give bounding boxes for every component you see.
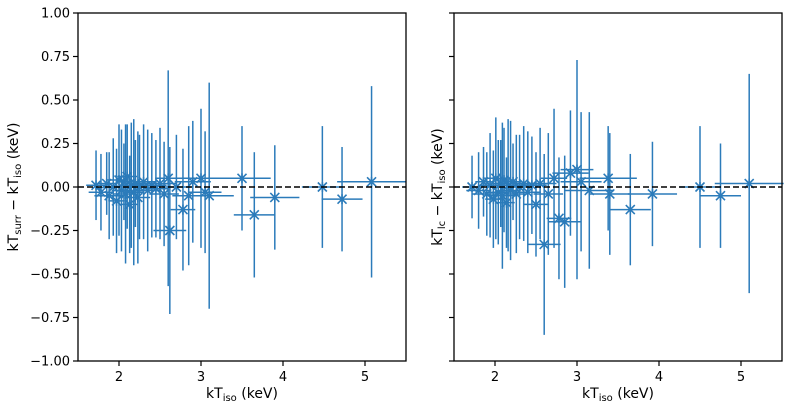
left-data-point xyxy=(108,148,125,254)
left-star-marker xyxy=(90,180,102,191)
left-star-marker xyxy=(159,188,170,200)
right-panel: 2 3 4 5 kTiso (keV) kTlc − kTiso (keV) xyxy=(430,12,784,404)
left-star-marker xyxy=(195,173,207,184)
left-x-tick-label: 3 xyxy=(197,370,205,385)
right-data-point xyxy=(527,153,561,335)
right-data-point xyxy=(560,112,602,252)
right-data-point xyxy=(484,117,508,240)
right-x-tick-label: 2 xyxy=(491,370,499,385)
right-marks xyxy=(462,59,784,335)
left-data-point xyxy=(213,126,271,231)
left-star-marker xyxy=(163,173,174,184)
left-data-point xyxy=(153,146,187,315)
right-x-axis-label: kTiso (keV) xyxy=(582,386,654,404)
right-data-point xyxy=(579,126,637,231)
left-star-marker xyxy=(164,225,175,236)
left-y-tick-label: 0.50 xyxy=(41,94,70,109)
right-data-point xyxy=(504,143,522,221)
right-x-tick-label: 4 xyxy=(655,370,663,385)
left-star-marker xyxy=(269,192,280,203)
right-data-point xyxy=(714,73,784,294)
left-y-tick-label: −0.75 xyxy=(30,311,70,326)
left-data-point xyxy=(149,141,179,247)
left-star-marker xyxy=(236,173,248,184)
left-x-tick-label: 4 xyxy=(279,370,287,385)
left-panel: 2 3 4 5 −1.00 −0.75 −0.50 −0.25 0.00 0.25 0.50 0.75… xyxy=(6,7,407,404)
left-data-point xyxy=(143,127,177,240)
left-star-marker xyxy=(366,176,377,187)
left-data-point xyxy=(121,155,138,254)
left-ticks: 2 3 4 5 −1.00 −0.75 −0.50 −0.25 0.00 0.25 0.50 0.75… xyxy=(30,7,369,386)
left-y-tick-label: −1.00 xyxy=(30,355,70,370)
right-star-marker xyxy=(559,216,570,227)
right-data-point xyxy=(548,155,582,288)
left-star-marker xyxy=(171,181,182,193)
left-x-axis-label: kTiso (keV) xyxy=(206,386,278,404)
left-y-tick-label: 0.00 xyxy=(41,181,70,196)
left-x-tick-label: 2 xyxy=(115,370,123,385)
right-data-point xyxy=(627,141,678,247)
right-data-point xyxy=(560,59,594,280)
right-data-point xyxy=(498,157,515,248)
right-y-axis-label: kTlc − kTiso (keV) xyxy=(430,128,448,246)
right-data-point xyxy=(700,143,741,248)
left-data-point xyxy=(233,152,275,278)
left-data-point xyxy=(321,146,363,252)
left-marks xyxy=(86,70,406,315)
right-data-point xyxy=(609,153,651,266)
right-ticks: 2 3 4 5 xyxy=(449,12,745,385)
left-y-tick-label: 0.25 xyxy=(41,137,70,152)
left-data-point xyxy=(170,148,196,271)
left-data-point xyxy=(125,131,151,264)
left-y-tick-label: −0.50 xyxy=(30,268,70,283)
left-data-point xyxy=(143,140,169,238)
left-star-marker xyxy=(204,190,215,201)
right-star-marker xyxy=(715,190,726,201)
right-star-marker xyxy=(526,180,537,191)
right-data-point xyxy=(514,131,541,254)
left-data-point xyxy=(86,150,106,221)
right-star-marker xyxy=(571,164,583,175)
left-star-marker xyxy=(336,194,348,205)
right-star-marker xyxy=(603,173,614,184)
right-star-marker xyxy=(625,204,636,215)
right-star-marker xyxy=(501,197,512,208)
right-data-point xyxy=(475,146,492,217)
left-data-point xyxy=(337,86,406,278)
right-star-marker xyxy=(530,199,542,210)
left-data-point xyxy=(250,145,300,250)
right-star-marker xyxy=(543,188,554,200)
left-x-tick-label: 5 xyxy=(361,370,369,385)
right-star-marker xyxy=(539,239,550,250)
right-data-point xyxy=(533,133,564,255)
right-data-point xyxy=(589,133,631,255)
left-data-point xyxy=(184,82,234,309)
right-data-point xyxy=(540,108,568,248)
left-y-tick-label: 1.00 xyxy=(41,7,70,22)
left-data-point xyxy=(155,70,182,287)
right-star-marker xyxy=(604,188,615,200)
left-star-marker xyxy=(249,209,260,220)
left-y-tick-label: 0.75 xyxy=(41,50,70,65)
left-star-marker xyxy=(177,204,189,215)
right-x-tick-label: 3 xyxy=(573,370,581,385)
left-y-tick-label: −0.25 xyxy=(30,224,70,239)
right-x-tick-label: 5 xyxy=(737,370,745,385)
left-star-marker xyxy=(132,192,143,203)
left-star-marker xyxy=(104,190,115,201)
right-star-marker xyxy=(548,173,560,184)
right-star-marker xyxy=(647,188,658,200)
left-star-marker xyxy=(124,199,135,210)
left-y-axis-label: kTsurr − kTiso (keV) xyxy=(6,123,24,252)
